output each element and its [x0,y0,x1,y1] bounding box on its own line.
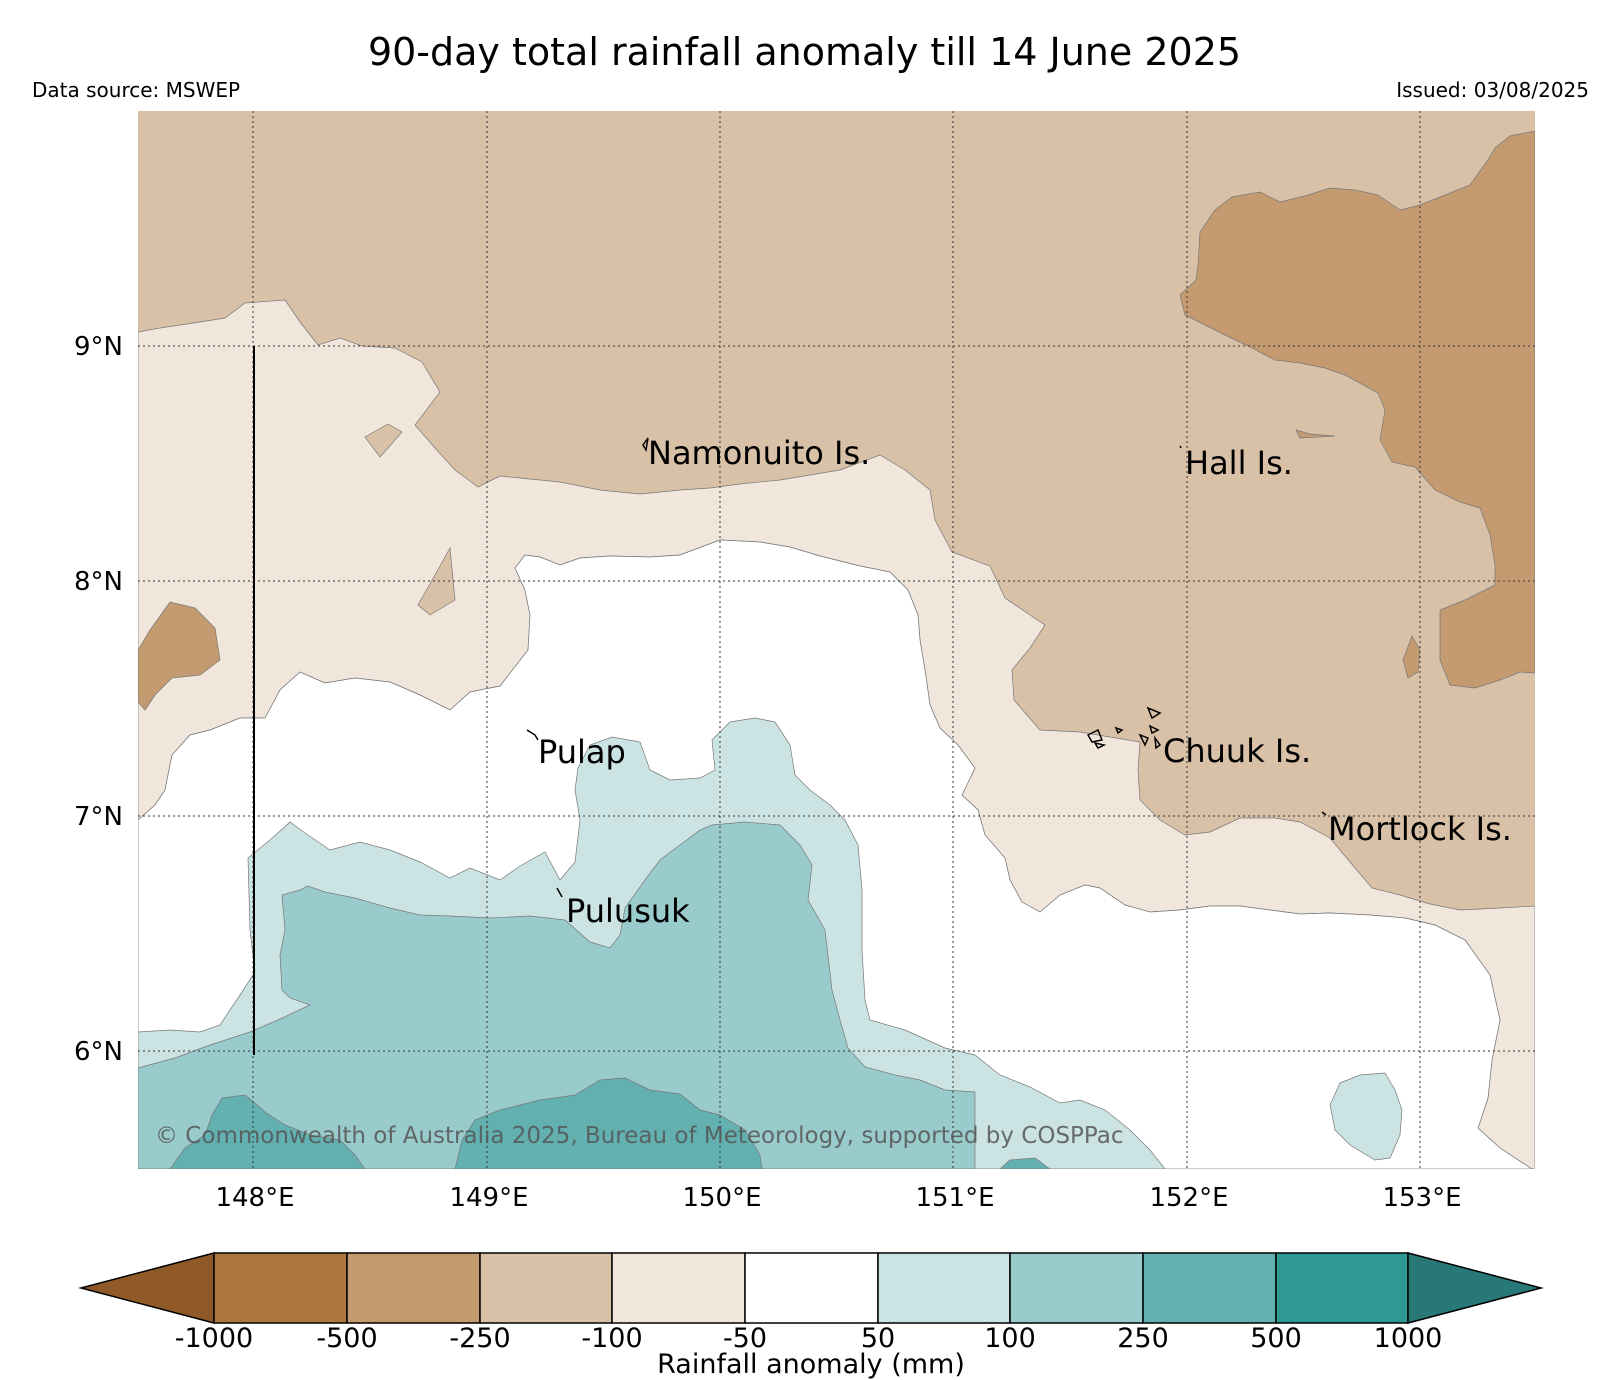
hall-island-shape [1179,445,1182,449]
colorbar-min-extension [78,1252,215,1324]
lon-label-153e: 153°E [1382,1183,1461,1213]
namonuito-island-shape [642,437,649,453]
place-label-pulusuk: Pulusuk [566,892,690,930]
contour-minus500-minus250-ne [1179,130,1535,689]
lon-label-148e: 148°E [215,1183,294,1213]
colorbar-tick-label: -100 [581,1323,642,1354]
contour-minus500-minus250-west [138,601,221,711]
colorbar-tick-label: -1000 [175,1323,253,1354]
lat-label-6n: 6°N [74,1037,123,1067]
mortlock-island-shape [1321,811,1327,816]
colorbar-tick-label: 250 [1117,1323,1169,1354]
contour-minus250-minus100-patch2 [417,546,456,616]
lat-label-7n: 7°N [74,802,123,832]
colorbar-tick-label: 100 [984,1323,1036,1354]
colorbar-segment-2 [346,1252,481,1324]
map-title: 90-day total rainfall anomaly till 14 Ju… [367,30,1242,74]
colorbar-tick-label: -250 [449,1323,510,1354]
colorbar-segment-6 [877,1252,1011,1324]
contour-p100-250 [138,821,976,1169]
contour-p250-500-south [454,1077,763,1169]
chuuk-island-shapes [1086,706,1162,750]
colorbar-segment-3 [479,1252,613,1324]
place-label-pulap: Pulap [538,733,626,771]
colorbar [78,1252,1544,1324]
lon-label-151e: 151°E [915,1183,994,1213]
pulusuk-island-shape [556,887,563,898]
lon-label-150e: 150°E [682,1183,761,1213]
lat-label-8n: 8°N [74,567,123,597]
contour-p50-100-east [1329,1072,1403,1161]
colorbar-ticks: -1000 -500 -250 -100 -50 50 100 250 500 … [175,1323,1443,1354]
colorbar-segment-4 [611,1252,746,1324]
colorbar-tick-label: 1000 [1374,1323,1443,1354]
issued-date-label: Issued: 03/08/2025 [1396,78,1589,102]
colorbar-title: Rainfall anomaly (mm) [657,1349,965,1380]
colorbar-tick-label: 500 [1250,1323,1302,1354]
colorbar-segment-7 [1009,1252,1144,1324]
colorbar-segment-5 [744,1252,879,1324]
lat-label-9n: 9°N [74,332,123,362]
colorbar-tick-label: -500 [316,1323,377,1354]
contour-minus500-minus250-patch [1295,429,1336,439]
contour-p250-500-patch [999,1157,1051,1169]
colorbar-segment-1 [213,1252,348,1324]
anomaly-contours [138,111,1535,1169]
colorbar-segment-8 [1142,1252,1277,1324]
copyright-notice: © Commonwealth of Australia 2025, Bureau… [155,1123,1124,1149]
place-label-namonuito: Namonuito Is. [648,434,870,472]
contour-p250-500-sw [169,1094,366,1169]
place-label-hall: Hall Is. [1185,444,1293,482]
contour-minus500-minus250-patch2 [1402,635,1421,679]
place-label-mortlock: Mortlock Is. [1328,810,1512,848]
colorbar-segment-9 [1275,1252,1409,1324]
place-label-chuuk: Chuuk Is. [1163,732,1311,770]
colorbar-tick-label: 50 [861,1323,895,1354]
colorbar-max-extension [1407,1252,1544,1324]
colorbar-tick-label: -50 [723,1323,767,1354]
data-source-label: Data source: MSWEP [32,78,241,102]
lon-label-152e: 152°E [1149,1183,1228,1213]
pulap-island-shape [526,729,539,741]
island-outlines [526,437,1327,898]
lon-label-149e: 149°E [449,1183,528,1213]
contour-minus250-minus100-patch1 [364,423,403,458]
